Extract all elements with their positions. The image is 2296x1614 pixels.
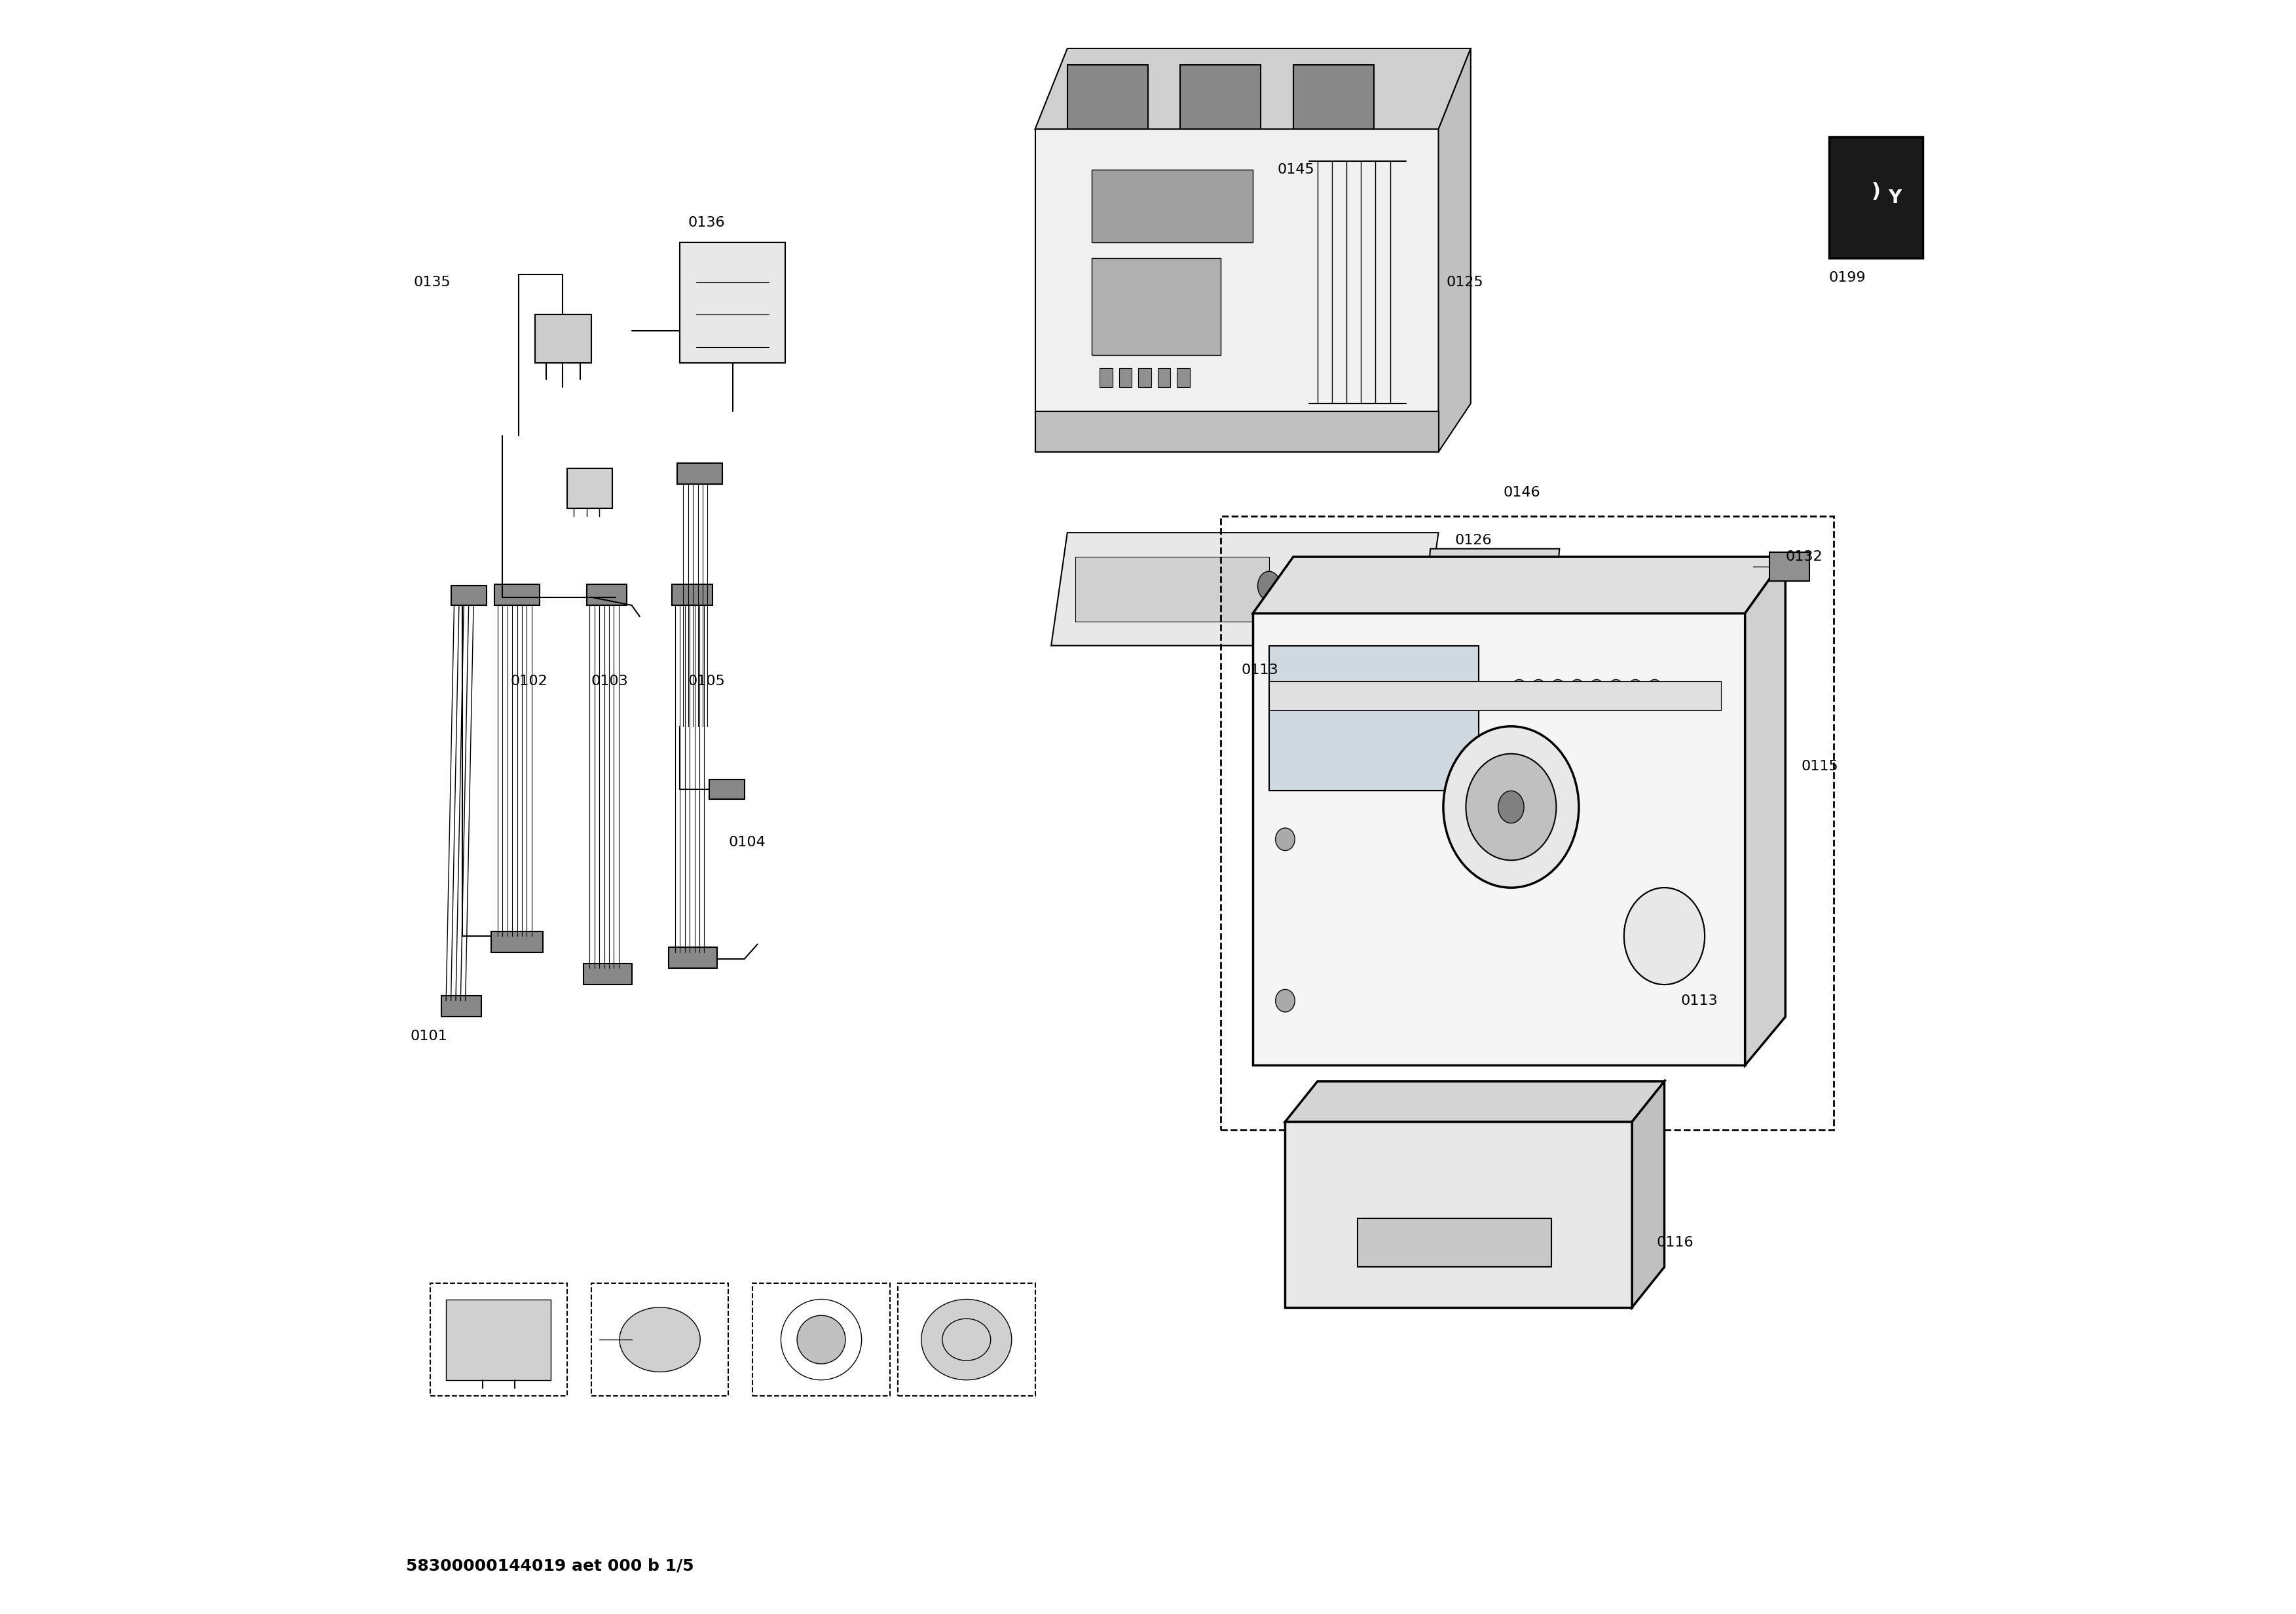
Ellipse shape xyxy=(1570,679,1584,692)
Bar xyxy=(677,463,721,484)
Bar xyxy=(1830,137,1922,258)
Bar xyxy=(753,1283,891,1396)
Text: 0113: 0113 xyxy=(1242,663,1279,676)
Ellipse shape xyxy=(1623,888,1704,985)
Bar xyxy=(1157,368,1171,387)
Bar xyxy=(445,1299,551,1380)
Text: 0145: 0145 xyxy=(1277,163,1313,176)
Text: 0113: 0113 xyxy=(1681,994,1717,1007)
Bar xyxy=(1091,169,1254,242)
Bar xyxy=(450,586,487,605)
Ellipse shape xyxy=(1293,681,1325,723)
Ellipse shape xyxy=(1513,679,1525,692)
Text: 0126: 0126 xyxy=(1456,534,1492,547)
Bar xyxy=(1270,646,1479,791)
Bar xyxy=(567,468,613,508)
Text: 58300000144019 aet 000 b 1/5: 58300000144019 aet 000 b 1/5 xyxy=(406,1558,693,1574)
Text: 0103: 0103 xyxy=(592,675,629,688)
Ellipse shape xyxy=(1465,754,1557,860)
Ellipse shape xyxy=(1258,571,1281,600)
Polygon shape xyxy=(1440,48,1472,452)
Bar xyxy=(680,242,785,363)
Text: 0101: 0101 xyxy=(411,1030,448,1043)
Ellipse shape xyxy=(1277,989,1295,1012)
Ellipse shape xyxy=(1279,571,1302,600)
Ellipse shape xyxy=(1609,679,1623,692)
Bar xyxy=(1180,65,1261,129)
Text: 0199: 0199 xyxy=(1830,271,1867,284)
Text: 0132: 0132 xyxy=(1786,550,1823,563)
Ellipse shape xyxy=(1649,679,1660,692)
Polygon shape xyxy=(1035,48,1472,129)
Ellipse shape xyxy=(1623,888,1704,985)
Bar xyxy=(592,1283,728,1396)
Bar xyxy=(1446,563,1536,621)
Ellipse shape xyxy=(620,1307,700,1372)
Bar xyxy=(441,996,482,1017)
Text: ): ) xyxy=(1871,182,1880,202)
Text: 0105: 0105 xyxy=(689,675,726,688)
Ellipse shape xyxy=(1591,679,1603,692)
Bar xyxy=(1350,557,1414,621)
Ellipse shape xyxy=(1531,679,1545,692)
Bar xyxy=(1770,552,1809,581)
Text: 0116: 0116 xyxy=(1655,1236,1694,1249)
Bar xyxy=(1139,368,1150,387)
Text: Y: Y xyxy=(1887,189,1901,207)
Bar xyxy=(583,964,631,985)
Ellipse shape xyxy=(1639,907,1688,965)
Polygon shape xyxy=(1632,1081,1665,1307)
Ellipse shape xyxy=(1341,571,1364,600)
Bar xyxy=(1178,368,1189,387)
Polygon shape xyxy=(1286,1122,1632,1307)
Text: 0146: 0146 xyxy=(1504,486,1541,499)
Bar xyxy=(1293,65,1373,129)
Bar xyxy=(709,780,744,799)
Bar xyxy=(668,947,716,968)
Text: 0135: 0135 xyxy=(413,276,450,289)
Polygon shape xyxy=(1254,557,1786,613)
Ellipse shape xyxy=(1277,828,1295,851)
Bar xyxy=(1068,65,1148,129)
Polygon shape xyxy=(1052,533,1440,646)
Ellipse shape xyxy=(1362,571,1384,600)
Polygon shape xyxy=(1745,557,1786,1065)
Text: 0115: 0115 xyxy=(1802,760,1839,773)
Ellipse shape xyxy=(1384,571,1405,600)
Polygon shape xyxy=(535,315,592,363)
Bar xyxy=(1075,557,1270,621)
Text: 0125: 0125 xyxy=(1446,276,1483,289)
Ellipse shape xyxy=(1499,791,1525,823)
Polygon shape xyxy=(1286,1081,1665,1122)
Bar xyxy=(898,1283,1035,1396)
Bar xyxy=(585,584,627,605)
Text: 0102: 0102 xyxy=(510,675,549,688)
Bar xyxy=(673,584,712,605)
Bar xyxy=(1100,368,1114,387)
Polygon shape xyxy=(1254,613,1745,1065)
Bar xyxy=(1035,412,1440,452)
Bar xyxy=(494,584,540,605)
Bar xyxy=(491,931,542,952)
Text: 0136: 0136 xyxy=(689,216,726,229)
Ellipse shape xyxy=(1300,571,1322,600)
Bar xyxy=(1091,258,1221,355)
Bar xyxy=(1221,516,1835,1130)
Bar xyxy=(1270,681,1720,710)
Ellipse shape xyxy=(797,1315,845,1364)
Ellipse shape xyxy=(1628,679,1642,692)
Polygon shape xyxy=(1421,549,1559,638)
Ellipse shape xyxy=(1444,726,1580,888)
Ellipse shape xyxy=(1320,571,1343,600)
Text: 0104: 0104 xyxy=(728,836,765,849)
Ellipse shape xyxy=(1552,679,1564,692)
Bar xyxy=(1357,1219,1552,1267)
Polygon shape xyxy=(1035,129,1440,452)
Ellipse shape xyxy=(921,1299,1013,1380)
Ellipse shape xyxy=(1281,667,1339,738)
Bar xyxy=(429,1283,567,1396)
Bar xyxy=(1118,368,1132,387)
